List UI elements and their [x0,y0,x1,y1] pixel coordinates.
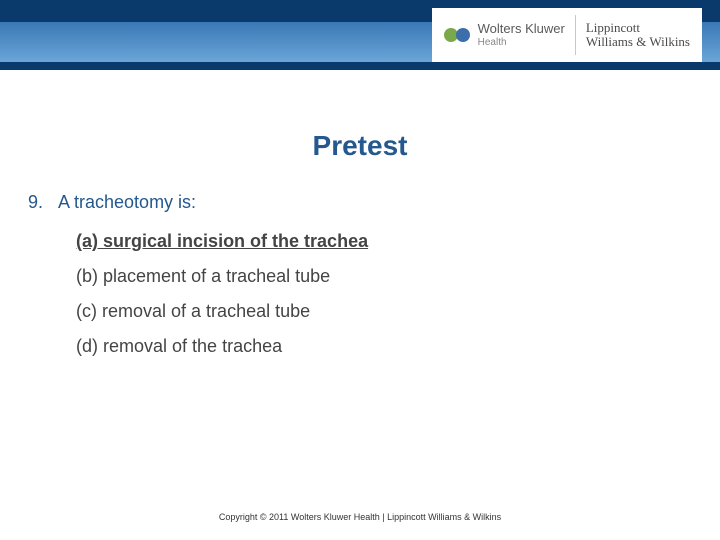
brand-divider [575,15,576,55]
lip-line2: Williams & Wilkins [586,35,690,49]
lip-line1: Lippincott [586,21,690,35]
header-band: Wolters Kluwer Health Lippincott William… [0,0,720,70]
option-b-label: (b) [76,266,98,286]
option-b: (b) placement of a tracheal tube [76,266,692,287]
wk-sub: Health [478,38,565,49]
options-list: (a) surgical incision of the trachea (b)… [28,231,692,357]
option-a-label: (a) [76,231,98,251]
option-c-label: (c) [76,301,97,321]
option-a-text: surgical incision of the trachea [103,231,368,251]
wk-swirl-icon [444,22,470,48]
brand-wolters-kluwer: Wolters Kluwer Health [444,22,565,48]
option-b-text: placement of a tracheal tube [103,266,330,286]
header-band-bot [0,62,720,70]
option-d-text: removal of the trachea [103,336,282,356]
content-area: 9. A tracheotomy is: (a) surgical incisi… [0,192,720,357]
slide-title: Pretest [0,130,720,162]
option-d: (d) removal of the trachea [76,336,692,357]
question-stem-row: 9. A tracheotomy is: [28,192,692,213]
wk-name: Wolters Kluwer [478,22,565,36]
brand-lippincott: Lippincott Williams & Wilkins [586,21,690,48]
question-number: 9. [28,192,52,213]
option-a: (a) surgical incision of the trachea [76,231,692,252]
footer-copyright: Copyright © 2011 Wolters Kluwer Health |… [0,512,720,522]
option-c-text: removal of a tracheal tube [102,301,310,321]
option-c: (c) removal of a tracheal tube [76,301,692,322]
question-stem: A tracheotomy is: [58,192,196,213]
brand-box: Wolters Kluwer Health Lippincott William… [432,8,702,62]
option-d-label: (d) [76,336,98,356]
